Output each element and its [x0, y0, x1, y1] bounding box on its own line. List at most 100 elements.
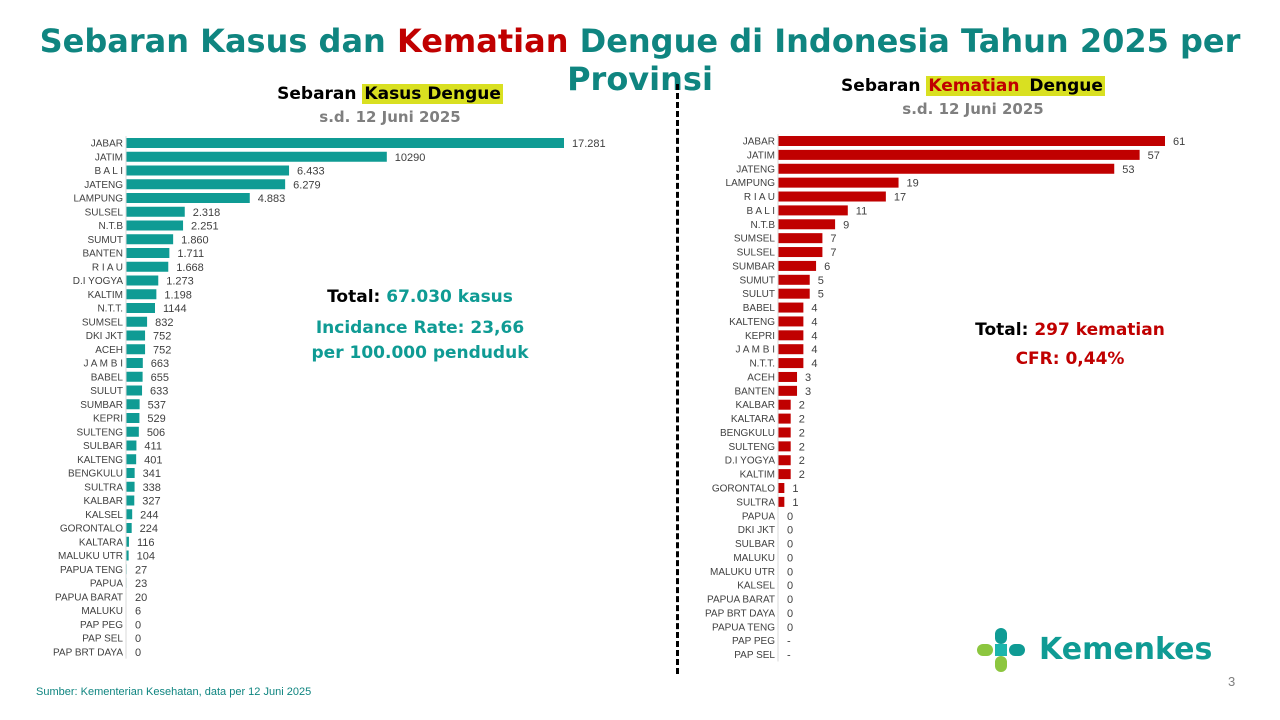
- category-label: BABEL: [91, 372, 124, 383]
- category-label: D.I YOGYA: [73, 276, 124, 287]
- value-label: 10290: [395, 152, 426, 164]
- category-label: GORONTALO: [60, 524, 123, 535]
- value-label: 244: [140, 509, 158, 521]
- left-title-highlight: Kasus Dengue: [362, 84, 503, 104]
- value-label: 537: [148, 399, 166, 411]
- category-label: ACEH: [747, 372, 775, 383]
- category-label: KALSEL: [85, 510, 123, 521]
- value-label: 0: [135, 647, 141, 659]
- kemenkes-logo-text: Kemenkes: [1039, 632, 1213, 667]
- cases-total: Total: 67.030 kasus: [260, 287, 580, 307]
- bar: [126, 303, 155, 313]
- category-label: ACEH: [95, 345, 123, 356]
- bar: [126, 440, 137, 451]
- category-label: PAP PEG: [732, 636, 775, 647]
- value-label: 832: [155, 317, 173, 329]
- category-label: MALUKU: [733, 553, 775, 564]
- bar: [126, 344, 146, 355]
- value-label: 1.198: [164, 289, 192, 301]
- bar: [778, 233, 823, 244]
- category-label: R I A U: [92, 262, 123, 273]
- category-label: N.T.T.: [749, 359, 775, 370]
- bar: [126, 289, 157, 300]
- bar: [778, 496, 785, 507]
- category-label: PAP BRT DAYA: [705, 608, 775, 619]
- bar: [778, 191, 886, 202]
- bar: [126, 426, 139, 437]
- value-label: 5: [818, 289, 824, 301]
- bar: [126, 413, 140, 423]
- value-label: 1: [792, 497, 798, 509]
- category-label: SUMSEL: [82, 317, 124, 328]
- value-label: 1: [792, 483, 798, 495]
- left-panel-title: Sebaran Kasus Dengue: [180, 84, 600, 104]
- bar: [126, 234, 174, 245]
- bar: [778, 274, 810, 285]
- value-label: 53: [1122, 164, 1134, 176]
- category-label: PAPUA TENG: [712, 622, 775, 633]
- left-panel-subtitle: s.d. 12 Juni 2025: [319, 108, 461, 126]
- page-number: 3: [1228, 674, 1236, 689]
- category-label: JABAR: [91, 139, 123, 150]
- value-label: 7: [830, 233, 836, 245]
- value-label: 4: [811, 303, 817, 315]
- category-label: KALTENG: [77, 455, 123, 466]
- bar: [126, 330, 146, 341]
- bar: [778, 441, 791, 452]
- value-label: 341: [143, 468, 161, 480]
- value-label: 4: [811, 344, 817, 356]
- category-label: SULUT: [742, 289, 775, 300]
- kemenkes-logo-icon: [977, 628, 1025, 672]
- bar: [126, 399, 140, 410]
- source-note: Sumber: Kementerian Kesehatan, data per …: [36, 686, 312, 698]
- category-label: KEPRI: [745, 331, 775, 342]
- value-label: 0: [787, 594, 793, 606]
- category-label: KALTENG: [729, 317, 775, 328]
- bar: [778, 413, 791, 424]
- category-label: SULBAR: [83, 441, 123, 452]
- category-label: MALUKU UTR: [58, 551, 123, 562]
- category-label: PAPUA TENG: [60, 565, 123, 576]
- category-label: JATIM: [95, 152, 123, 163]
- bar: [778, 427, 791, 438]
- value-label: 338: [143, 482, 161, 494]
- bar: [778, 469, 791, 480]
- category-label: B A L I: [746, 206, 775, 217]
- category-label: JABAR: [743, 137, 775, 148]
- category-label: B A L I: [94, 166, 123, 177]
- bar: [778, 483, 785, 493]
- category-label: BENGKULU: [68, 469, 123, 480]
- value-label: 23: [135, 578, 147, 590]
- bar: [126, 454, 137, 465]
- bar: [126, 248, 170, 258]
- value-label: 0: [787, 566, 793, 578]
- category-label: SUMUT: [87, 235, 123, 246]
- bar: [126, 536, 129, 547]
- value-label: 2: [799, 455, 805, 467]
- category-label: SUMBAR: [732, 261, 775, 272]
- deaths-total-value: 297 kematian: [1034, 320, 1165, 340]
- bar: [126, 523, 132, 533]
- bar: [126, 275, 159, 286]
- value-label: 0: [787, 608, 793, 620]
- value-label: 633: [150, 386, 168, 398]
- bar: [778, 385, 798, 396]
- category-label: PAP PEG: [80, 620, 123, 631]
- right-title-suffix: Dengue: [1021, 76, 1105, 96]
- bar: [778, 302, 804, 313]
- value-label: 61: [1173, 136, 1185, 148]
- value-label: 9: [843, 219, 849, 231]
- category-label: KEPRI: [93, 414, 123, 425]
- value-label: -: [787, 650, 791, 662]
- value-label: 752: [153, 331, 171, 343]
- value-label: 20: [135, 592, 147, 604]
- kemenkes-logo: Kemenkes: [977, 626, 1212, 674]
- category-label: J A M B I: [84, 359, 123, 370]
- value-label: 1.273: [166, 276, 194, 288]
- bar: [778, 316, 804, 327]
- value-label: 663: [151, 358, 169, 370]
- category-label: SULBAR: [735, 539, 775, 550]
- category-label: JATIM: [747, 150, 775, 161]
- category-label: SUMUT: [739, 275, 775, 286]
